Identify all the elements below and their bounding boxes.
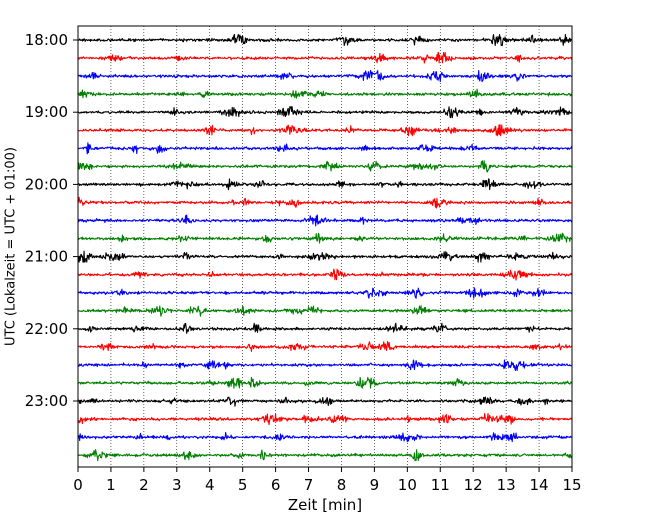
y-tick-label-1: 19:00 [25,103,68,121]
y-axis: 18:00 19:00 20:00 21:00 22:00 23:00 [25,31,78,410]
x-tick-label-7: 7 [304,476,314,494]
trace-20 [77,396,573,407]
trace-7 [77,160,573,173]
x-tick-label-11: 11 [431,476,450,494]
x-tick-label-12: 12 [464,476,483,494]
x-tick-label-10: 10 [398,476,417,494]
y-axis-label: UTC (Lokalzeit = UTC + 01:00) [4,147,19,346]
x-tick-label-0: 0 [73,476,83,494]
x-tick-label-2: 2 [139,476,149,494]
trace-5 [77,124,573,137]
trace-17 [77,340,573,352]
trace-22 [77,431,573,443]
trace-23 [77,449,573,462]
trace-13 [77,268,573,281]
trace-18 [77,359,573,371]
y-tick-label-2: 20:00 [25,175,68,193]
trace-0 [77,33,573,47]
y-tick-label-4: 22:00 [25,320,68,338]
x-tick-label-15: 15 [562,476,581,494]
x-axis: 0 1 2 3 4 5 6 7 8 9 10 11 12 13 14 15 [73,467,582,494]
x-tick-label-1: 1 [106,476,116,494]
x-tick-label-9: 9 [370,476,380,494]
y-tick-label-0: 18:00 [25,31,68,49]
trace-14 [77,287,573,299]
x-tick-label-4: 4 [205,476,215,494]
plot-frame [77,25,573,468]
trace-12 [77,250,573,263]
trace-8 [77,178,573,191]
trace-1 [77,52,573,64]
x-tick-label-3: 3 [172,476,182,494]
trace-21 [77,413,573,426]
trace-6 [77,142,573,155]
x-tick-label-13: 13 [497,476,516,494]
trace-16 [77,322,573,334]
trace-2 [77,70,573,83]
trace-4 [77,106,573,119]
trace-19 [77,376,573,389]
x-tick-label-5: 5 [238,476,248,494]
x-tick-label-8: 8 [337,476,347,494]
x-tick-label-6: 6 [271,476,281,494]
y-tick-label-5: 23:00 [25,392,68,410]
x-tick-label-14: 14 [530,476,549,494]
trace-10 [77,214,573,227]
trace-9 [77,196,573,209]
trace-group [77,33,573,462]
trace-11 [77,232,573,244]
trace-15 [77,305,573,317]
x-axis-label: Zeit [min] [288,496,362,514]
trace-3 [77,88,573,99]
y-tick-label-3: 21:00 [25,248,68,266]
